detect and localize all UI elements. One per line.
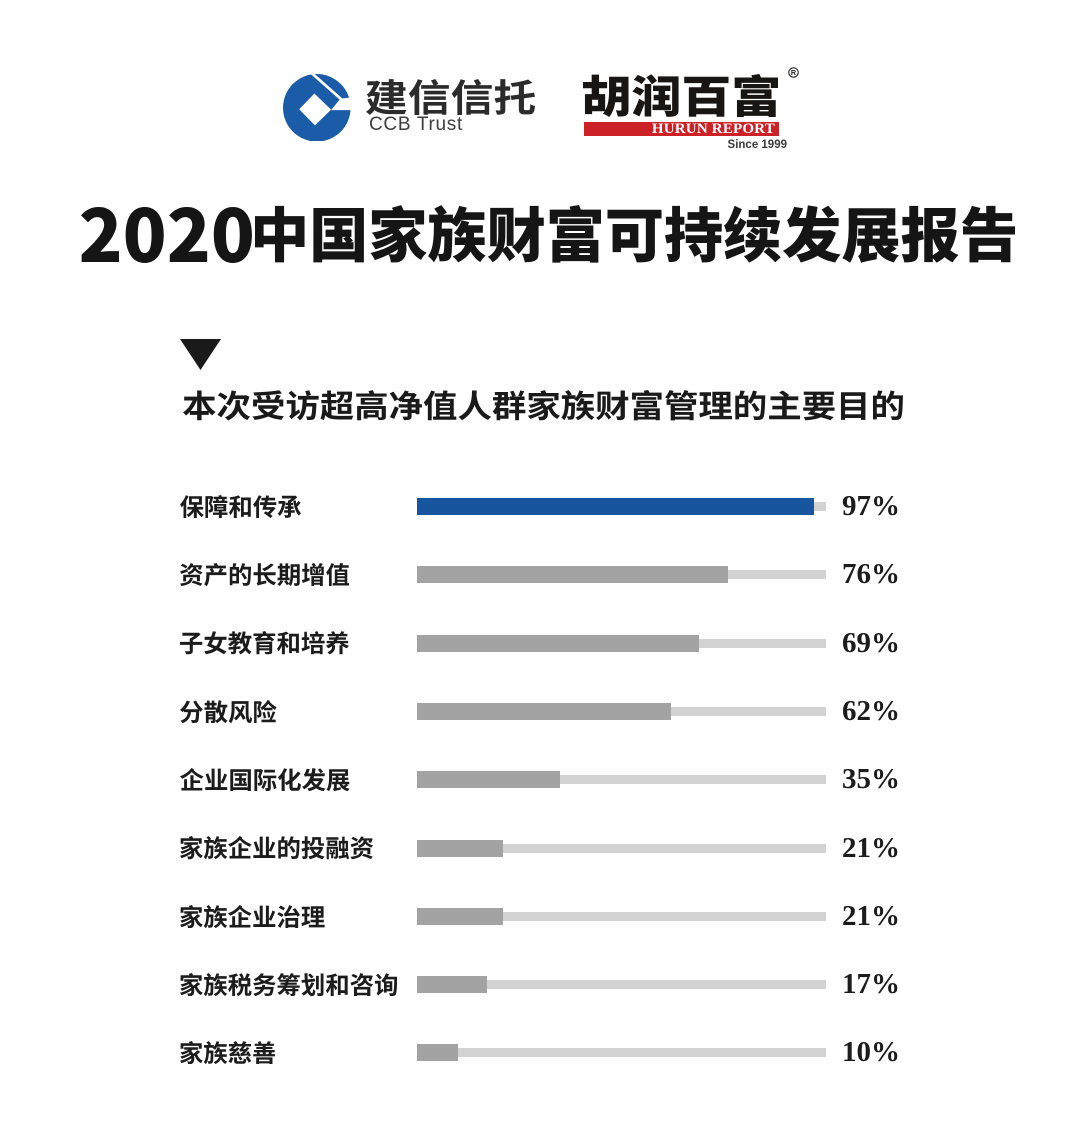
svg-text:R: R — [791, 69, 797, 77]
